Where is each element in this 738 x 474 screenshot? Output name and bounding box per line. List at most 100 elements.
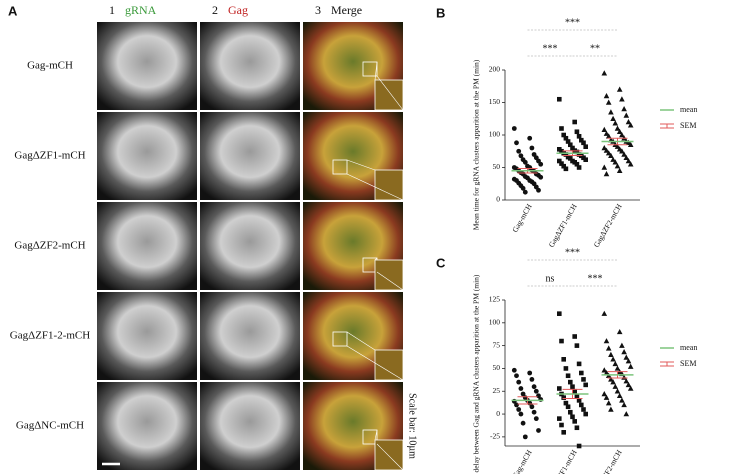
column-label: Merge [331,3,362,17]
point [559,338,564,344]
point [533,388,539,394]
point [563,400,569,406]
point [623,112,630,118]
legend-label: SEM [680,121,696,130]
point [533,416,539,422]
y-tick-label: 100 [489,318,501,327]
roi-box [332,159,348,175]
legend-label: mean [680,343,697,352]
point [603,394,610,400]
inset [374,349,404,381]
inset [374,259,404,291]
inset-line [374,257,378,261]
inset-line [346,331,376,351]
point [538,174,544,180]
y-axis-label: Mean time for gRNA clusters apparition a… [472,59,481,230]
point [511,126,517,131]
point [608,152,614,158]
point [627,363,634,369]
point [574,149,580,155]
point [572,388,577,394]
micrograph [200,292,300,380]
point [583,382,588,388]
x-tick-label: Gag-mCH [510,202,534,234]
point [581,140,586,146]
point [576,398,582,403]
point [563,166,569,172]
point [570,414,575,420]
point [574,425,580,431]
point [601,310,608,316]
point [557,158,562,164]
point [568,156,573,161]
y-tick-label: 25 [493,386,501,395]
inset-line [376,443,404,471]
point [574,343,580,348]
point [603,370,610,376]
point [583,411,588,417]
point [619,132,625,138]
row-label: GagΔZF1-2-mCH [10,330,90,342]
point [625,381,632,388]
significance-label: *** [565,17,580,28]
point [627,385,634,391]
point [520,420,526,426]
inset-line [346,345,404,381]
y-tick-label: 125 [489,295,501,304]
point [520,391,526,397]
point [605,150,612,156]
significance-label: ns [546,273,555,284]
panel-label: A [8,3,18,18]
point [623,411,630,417]
point [570,384,575,389]
point [563,135,569,141]
point [538,161,544,167]
point [608,406,614,412]
point [616,167,623,173]
point [557,386,562,391]
point [608,351,614,357]
x-tick-label: Gag-mCH [510,448,534,474]
point [522,159,528,165]
scale-bar-label: Scale bar: 10µm [407,393,418,459]
point [619,96,625,102]
point [529,376,535,382]
point [610,379,616,385]
point [563,366,569,371]
point [601,70,608,76]
y-tick-label: 50 [493,363,501,372]
inset-line [346,173,404,201]
point [603,130,610,136]
point [603,147,610,153]
point [610,356,616,362]
point [538,397,544,402]
point [557,416,562,421]
roi-box [362,429,378,445]
point [579,137,584,143]
roi-box [362,61,378,77]
point [516,407,522,412]
point [608,109,614,115]
y-tick-label: 0 [496,195,500,204]
row-label: GagΔZF2-mCH [14,240,85,252]
point [627,141,634,147]
point [561,430,566,435]
legend-label: SEM [680,359,696,368]
point [625,358,632,364]
point [581,407,586,412]
point [572,419,577,424]
point [559,161,564,166]
point [563,152,569,157]
point [612,383,619,389]
x-tick-label: GagΔZF1-mCH [547,202,579,249]
point [623,378,630,384]
inset-line [346,159,376,171]
significance-label: *** [543,43,558,54]
micrograph [200,202,300,290]
row-label: Gag-mCH [27,60,73,72]
point [518,411,524,417]
inset-line [374,61,378,81]
point [623,354,630,360]
inset [374,169,404,201]
point [561,132,566,138]
